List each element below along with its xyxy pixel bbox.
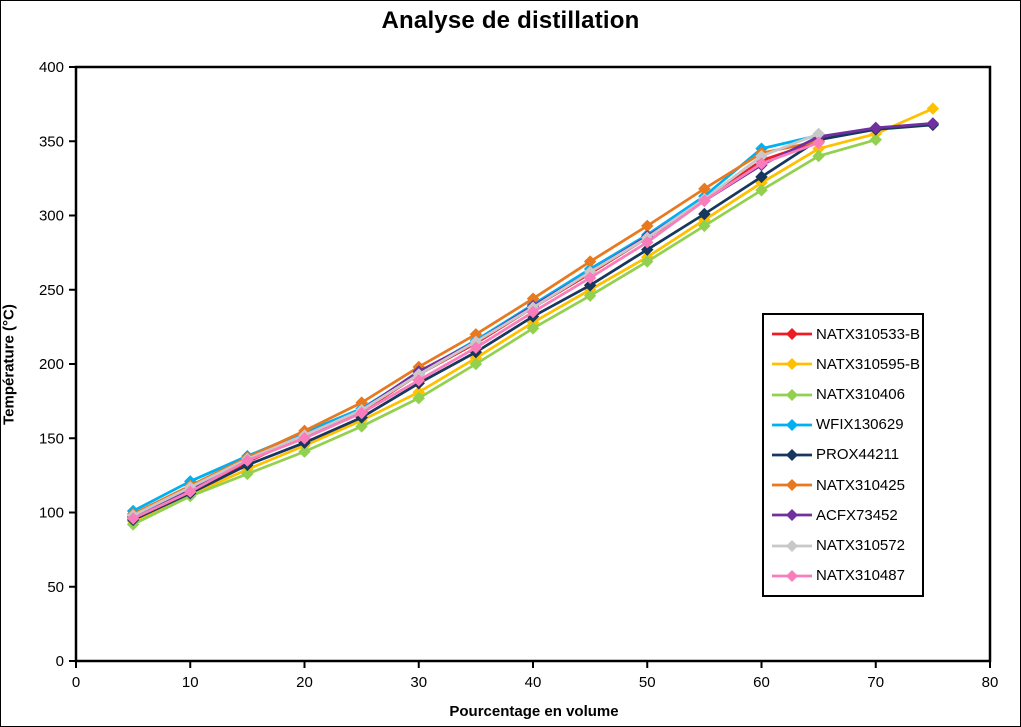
legend-marker-NATX310425 bbox=[772, 479, 812, 492]
series-line-NATX310425 bbox=[132, 139, 819, 516]
series-marker-NATX310487 bbox=[355, 406, 368, 420]
legend-label: WFIX130629 bbox=[816, 416, 904, 434]
series-marker-NATX310406 bbox=[241, 467, 254, 481]
series-marker-PROX44211 bbox=[583, 279, 597, 292]
series-marker-NATX310487 bbox=[241, 454, 254, 467]
y-tick-label: 350 bbox=[39, 133, 64, 150]
legend-marker-NATX310406 bbox=[772, 388, 812, 401]
legend: NATX310533-B NATX310595-B NATX310406 WFIX13… bbox=[762, 313, 924, 597]
legend-item-NATX310425: NATX310425 bbox=[772, 471, 914, 499]
series-marker-NATX310406 bbox=[869, 133, 882, 146]
series-marker-PROX44211 bbox=[641, 243, 654, 256]
series-line-NATX310572 bbox=[132, 132, 820, 517]
series-marker-NATX310487 bbox=[298, 432, 311, 445]
y-tick-label: 250 bbox=[39, 282, 64, 299]
legend-label: NATX310595-B bbox=[816, 355, 920, 373]
series-marker-NATX310487 bbox=[126, 512, 140, 525]
y-tick-label: 100 bbox=[39, 505, 64, 522]
x-tick-label: 30 bbox=[410, 674, 427, 691]
x-tick-label: 20 bbox=[296, 674, 313, 691]
legend-item-NATX310595-B: NATX310595-B bbox=[772, 350, 920, 378]
series-marker-NATX310406 bbox=[755, 184, 768, 197]
series-marker-NATX310406 bbox=[469, 357, 483, 371]
legend-item-NATX310487: NATX310487 bbox=[772, 562, 914, 590]
series-marker-NATX310487 bbox=[583, 271, 597, 285]
legend-item-NATX310572: NATX310572 bbox=[772, 532, 914, 560]
legend-marker-NATX310533-B bbox=[772, 328, 812, 341]
series-marker-NATX310487 bbox=[755, 157, 768, 170]
y-tick-label: 200 bbox=[39, 356, 64, 373]
series-marker-NATX310406 bbox=[641, 255, 654, 268]
x-axis-label: Pourcentage en volume bbox=[449, 703, 619, 720]
series-marker-NATX310406 bbox=[298, 445, 311, 458]
series-line-NATX310406 bbox=[132, 138, 877, 526]
legend-item-WFIX130629: WFIX130629 bbox=[772, 411, 914, 439]
series-marker-NATX310595-B bbox=[926, 102, 940, 115]
y-tick-label: 50 bbox=[47, 579, 64, 596]
series-marker-NATX310406 bbox=[355, 420, 368, 433]
series-marker-NATX310406 bbox=[412, 391, 425, 405]
legend-marker-PROX44211 bbox=[772, 448, 812, 461]
legend-marker-NATX310595-B bbox=[772, 358, 812, 371]
legend-label: NATX310406 bbox=[816, 386, 905, 404]
y-tick-label: 150 bbox=[39, 430, 64, 447]
series-marker-NATX310487 bbox=[698, 194, 711, 207]
series-marker-NATX310487 bbox=[526, 305, 540, 319]
series-marker-NATX310406 bbox=[526, 322, 540, 335]
legend-label: NATX310572 bbox=[816, 537, 905, 555]
x-tick-label: 50 bbox=[639, 674, 656, 691]
legend-item-ACFX73452: ACFX73452 bbox=[772, 501, 914, 529]
legend-label: ACFX73452 bbox=[816, 506, 898, 524]
legend-marker-ACFX73452 bbox=[772, 509, 812, 522]
series-marker-NATX310406 bbox=[698, 219, 711, 233]
y-tick-label: 300 bbox=[39, 208, 64, 225]
legend-label: NATX310533-B bbox=[816, 325, 920, 343]
series-marker-NATX310487 bbox=[412, 374, 425, 387]
series-marker-NATX310406 bbox=[583, 289, 597, 302]
x-tick-label: 40 bbox=[525, 674, 542, 691]
legend-label: NATX310487 bbox=[816, 567, 905, 585]
legend-label: PROX44211 bbox=[816, 446, 900, 464]
x-tick-label: 60 bbox=[753, 674, 770, 691]
legend-marker-NATX310572 bbox=[772, 539, 812, 552]
series-marker-NATX310487 bbox=[469, 341, 483, 354]
y-tick-label: 0 bbox=[56, 653, 64, 670]
series-marker-NATX310406 bbox=[812, 149, 825, 163]
legend-item-NATX310406: NATX310406 bbox=[772, 381, 914, 409]
y-tick-label: 400 bbox=[39, 59, 64, 76]
legend-item-NATX310533-B: NATX310533-B bbox=[772, 320, 920, 348]
series-marker-PROX44211 bbox=[755, 170, 768, 184]
y-axis-label: Température (°C) bbox=[0, 304, 18, 425]
legend-marker-WFIX130629 bbox=[772, 418, 812, 431]
series-marker-ACFX73452 bbox=[926, 117, 940, 130]
legend-marker-NATX310487 bbox=[772, 569, 812, 582]
series-marker-PROX44211 bbox=[698, 207, 711, 221]
legend-item-PROX44211: PROX44211 bbox=[772, 441, 914, 469]
x-tick-label: 70 bbox=[867, 674, 884, 691]
x-tick-label: 0 bbox=[72, 674, 80, 691]
legend-label: NATX310425 bbox=[816, 476, 905, 494]
series-marker-NATX310487 bbox=[641, 236, 654, 249]
series-marker-ACFX73452 bbox=[869, 121, 882, 135]
series-marker-NATX310487 bbox=[184, 485, 197, 498]
chart-title: Analyse de distillation bbox=[381, 7, 640, 34]
x-tick-label: 10 bbox=[182, 674, 199, 691]
series-marker-NATX310487 bbox=[812, 136, 825, 149]
x-tick-label: 80 bbox=[982, 674, 999, 691]
